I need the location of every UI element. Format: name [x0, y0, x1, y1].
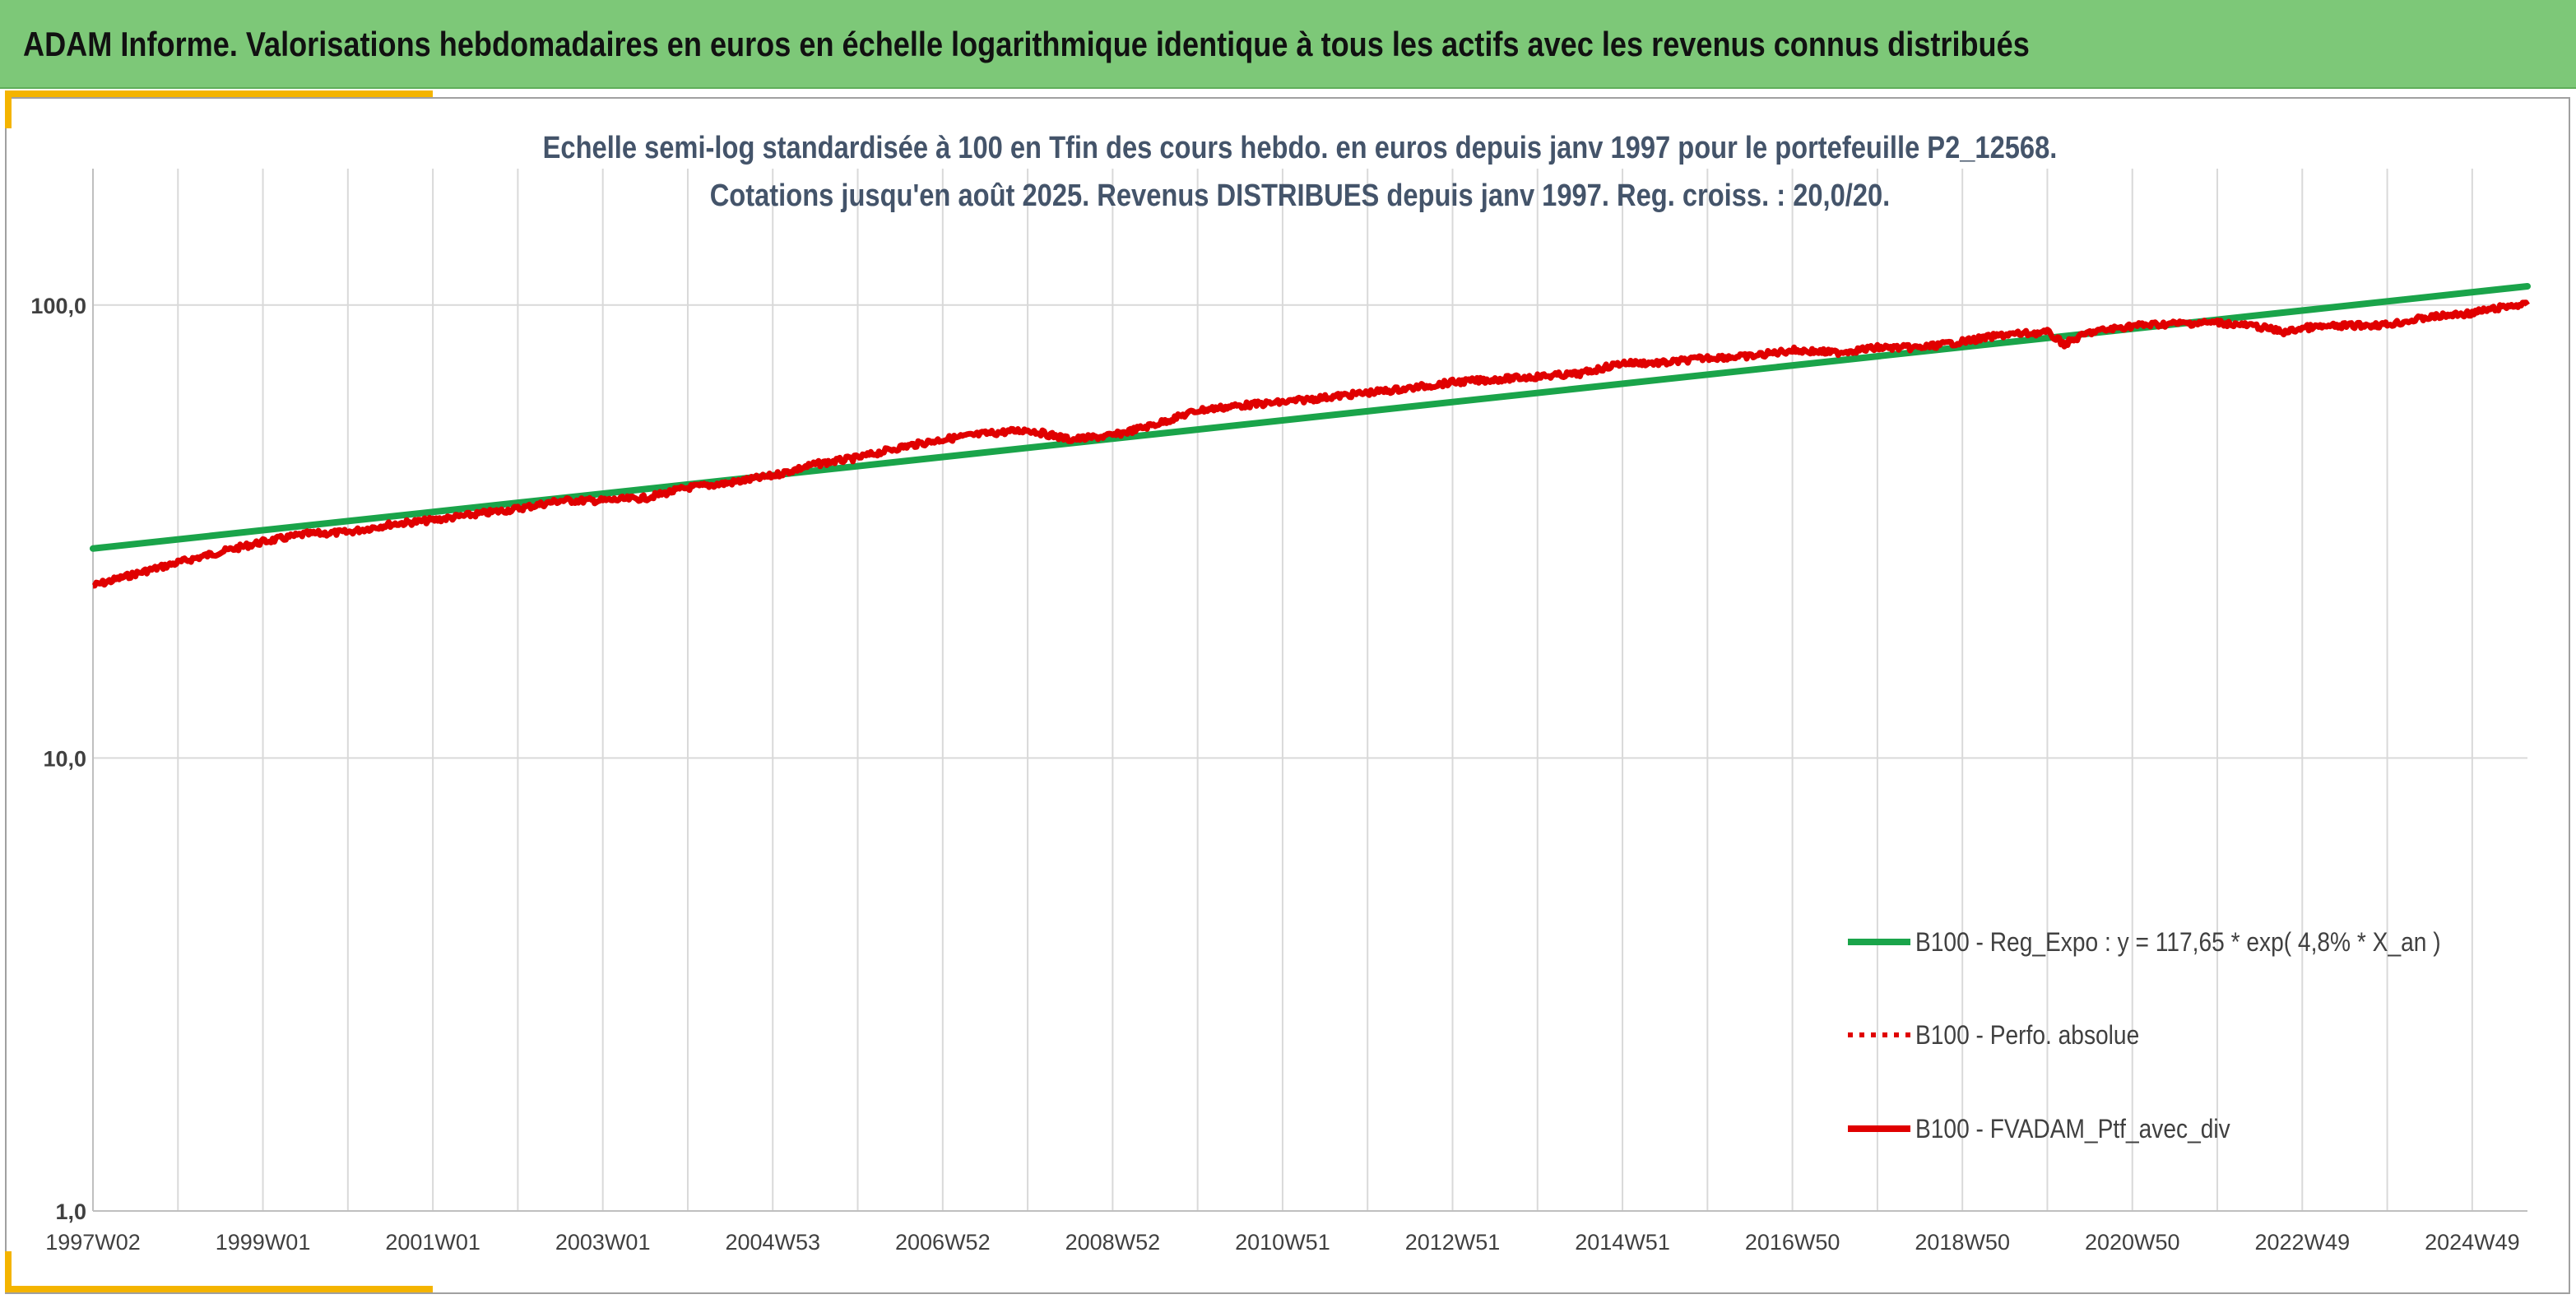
- x-tick-label: 1997W02: [45, 1230, 141, 1255]
- legend-label: B100 - Perfo. absolue: [1915, 1021, 2139, 1050]
- x-tick-label: 2020W50: [2085, 1230, 2180, 1255]
- x-tick-label: 2003W01: [555, 1230, 651, 1255]
- accent-bar-top-h: [5, 90, 433, 97]
- x-tick-label: 2022W49: [2255, 1230, 2351, 1255]
- report-title: ADAM Informe. Valorisations hebdomadaire…: [23, 25, 2030, 63]
- accent-bar-bottom-h: [5, 1286, 433, 1292]
- x-tick-label: 2008W52: [1065, 1230, 1161, 1255]
- y-tick-label: 10,0: [43, 746, 86, 771]
- chart-subtitle: Cotations jusqu'en août 2025. Revenus DI…: [710, 178, 1891, 213]
- x-tick-label: 2024W49: [2425, 1230, 2520, 1255]
- accent-bar-bottom-v: [5, 1251, 12, 1292]
- grid-layer: [92, 169, 2527, 1212]
- chart-title: Echelle semi-log standardisée à 100 en T…: [543, 130, 2058, 165]
- x-tick-label: 2012W51: [1405, 1230, 1501, 1255]
- x-tick-label: 2014W51: [1575, 1230, 1670, 1255]
- x-tick-label: 2006W52: [895, 1230, 991, 1255]
- series-layer: [90, 282, 2531, 589]
- x-tick-label: 2018W50: [1915, 1230, 2010, 1255]
- legend-label: B100 - Reg_Expo : y = 117,65 * exp( 4,8%…: [1915, 928, 2441, 957]
- accent-bar-top-v: [5, 90, 12, 128]
- legend: B100 - Reg_Expo : y = 117,65 * exp( 4,8%…: [1848, 928, 2441, 1144]
- legend-label: B100 - FVADAM_Ptf_avec_div: [1915, 1115, 2230, 1144]
- x-tick-label: 2004W53: [725, 1230, 820, 1255]
- report-banner: ADAM Informe. Valorisations hebdomadaire…: [0, 0, 2576, 89]
- y-tick-label: 1,0: [55, 1199, 86, 1224]
- y-axis-ticks: 1,0 10,0 100,0: [30, 294, 86, 1224]
- x-tick-label: 2001W01: [385, 1230, 480, 1255]
- x-axis-ticks: 1997W02 1999W01 2001W01 2003W01 2004W53 2006W…: [45, 1230, 2519, 1255]
- y-tick-label: 100,0: [30, 294, 86, 318]
- x-tick-label: 2016W50: [1745, 1230, 1840, 1255]
- portfolio-line: [91, 299, 2530, 589]
- x-tick-label: 2010W51: [1235, 1230, 1330, 1255]
- x-tick-label: 1999W01: [216, 1230, 311, 1255]
